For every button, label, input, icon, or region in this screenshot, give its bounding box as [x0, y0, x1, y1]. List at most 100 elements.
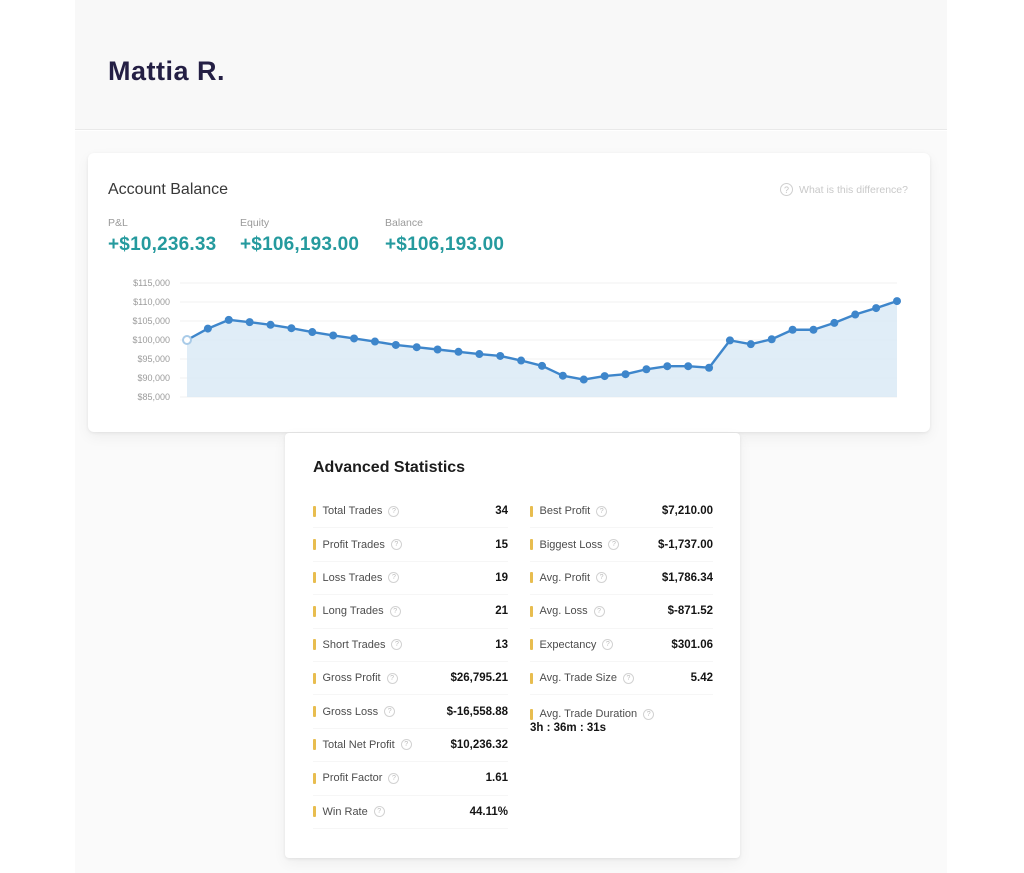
- stat-value: $1,786.34: [661, 571, 713, 584]
- chart-point[interactable]: [475, 350, 484, 359]
- stat-label: Short Trades: [322, 638, 386, 651]
- stat-label: Profit Factor: [322, 772, 383, 785]
- chart-point[interactable]: [621, 370, 630, 379]
- stat-value: 13: [495, 638, 508, 651]
- chart-point[interactable]: [266, 320, 275, 329]
- question-circle-icon[interactable]: ?: [596, 572, 608, 584]
- metric-equity-value: +$106,193.00: [240, 234, 360, 255]
- stat-label: Long Trades: [322, 605, 384, 618]
- stat-label: Avg. Trade Duration: [539, 708, 638, 721]
- chart-point[interactable]: [830, 318, 839, 327]
- stat-tick-bar: [313, 772, 316, 784]
- stat-value: 5.42: [690, 672, 713, 685]
- chart-point[interactable]: [809, 325, 818, 334]
- chart-point[interactable]: [433, 345, 442, 354]
- chart-point[interactable]: [224, 315, 233, 324]
- question-circle-icon[interactable]: ?: [780, 183, 794, 196]
- chart-point[interactable]: [517, 356, 526, 365]
- question-circle-icon[interactable]: ?: [622, 672, 634, 684]
- balance-area-chart[interactable]: $115,000 $110,000 $105,000 $100,000 $95,000 $…: [102, 275, 914, 415]
- chart-y-tick-label: $85,000: [137, 392, 170, 402]
- stat-label: Profit Trades: [322, 538, 385, 551]
- stat-label: Gross Loss: [322, 705, 379, 718]
- chart-y-tick-label: $110,000: [133, 297, 170, 307]
- chart-point[interactable]: [496, 351, 505, 360]
- chart-point[interactable]: [308, 328, 317, 337]
- question-circle-icon[interactable]: ?: [386, 672, 398, 684]
- chart-point[interactable]: [767, 335, 776, 344]
- chart-point[interactable]: [746, 340, 755, 349]
- chart-point[interactable]: [725, 336, 734, 345]
- chart-point[interactable]: [287, 324, 296, 333]
- chart-point[interactable]: [370, 337, 379, 346]
- chart-start-point[interactable]: [182, 335, 192, 345]
- stat-value: $10,236.32: [450, 738, 508, 751]
- question-circle-icon[interactable]: ?: [388, 772, 400, 784]
- stat-tick-bar: [530, 605, 533, 617]
- chart-point[interactable]: [642, 365, 651, 374]
- stat-tick-bar: [530, 539, 533, 551]
- metric-pnl-label: P&L: [108, 217, 128, 229]
- chart-point[interactable]: [391, 340, 400, 349]
- stat-tick-bar: [313, 539, 316, 551]
- chart-point[interactable]: [872, 304, 881, 313]
- stat-row: Total Trades? 34: [313, 495, 508, 529]
- stat-label: Total Trades: [322, 505, 383, 518]
- chart-point[interactable]: [851, 310, 860, 319]
- balance-help-link[interactable]: ? What is this difference?: [780, 183, 908, 196]
- chart-point[interactable]: [684, 362, 693, 371]
- statistics-grid: Total Trades? 34 Profit Trades? 15 Loss Trad…: [313, 495, 713, 829]
- chart-point[interactable]: [454, 347, 463, 356]
- metric-pnl: P&L +$10,236.33: [108, 217, 240, 256]
- balance-metrics: P&L +$10,236.33 Equity +$106,193.00 Bala…: [108, 217, 504, 256]
- chart-point[interactable]: [600, 372, 609, 381]
- chart-point[interactable]: [558, 371, 567, 380]
- stat-value: 3h : 36m : 31s: [530, 722, 607, 735]
- user-name-title: Mattia R.: [108, 56, 226, 86]
- chart-point[interactable]: [788, 325, 797, 334]
- question-circle-icon[interactable]: ?: [384, 706, 396, 718]
- chart-point[interactable]: [705, 363, 714, 372]
- question-circle-icon[interactable]: ?: [643, 708, 655, 720]
- question-circle-icon[interactable]: ?: [390, 539, 402, 551]
- chart-point[interactable]: [203, 324, 212, 333]
- balance-help-label[interactable]: What is this difference?: [799, 183, 908, 196]
- question-circle-icon[interactable]: ?: [400, 739, 412, 751]
- page-header: Mattia R.: [75, 0, 947, 130]
- chart-point[interactable]: [412, 343, 421, 352]
- stat-row: Avg. Trade Size? 5.42: [530, 662, 713, 696]
- question-circle-icon[interactable]: ?: [602, 639, 614, 651]
- question-circle-icon[interactable]: ?: [373, 806, 385, 818]
- chart-point[interactable]: [329, 331, 338, 340]
- chart-point[interactable]: [538, 361, 546, 370]
- stat-label: Avg. Loss: [539, 605, 588, 618]
- account-balance-title: Account Balance: [108, 181, 229, 198]
- chart-point[interactable]: [350, 334, 359, 343]
- chart-y-tick-label: $90,000: [137, 373, 170, 383]
- statistics-left-column: Total Trades? 34 Profit Trades? 15 Loss Trad…: [313, 495, 508, 829]
- chart-point[interactable]: [245, 318, 254, 327]
- chart-point[interactable]: [579, 375, 588, 384]
- chart-y-tick-label: $115,000: [133, 278, 170, 288]
- question-circle-icon[interactable]: ?: [388, 505, 400, 517]
- chart-y-tick-label: $95,000: [137, 354, 170, 364]
- stat-tick-bar: [313, 706, 316, 718]
- stat-row: Win Rate? 44.11%: [313, 796, 508, 829]
- stat-value: $-871.52: [667, 605, 713, 618]
- stat-row: Expectancy? $301.06: [530, 629, 713, 662]
- stat-value: $-1,737.00: [658, 538, 713, 551]
- question-circle-icon[interactable]: ?: [608, 539, 620, 551]
- stat-tick-bar: [313, 639, 316, 651]
- metric-equity-label: Equity: [240, 217, 270, 229]
- question-circle-icon[interactable]: ?: [596, 505, 608, 517]
- chart-y-tick-label: $105,000: [132, 316, 170, 326]
- stat-row: Avg. Profit? $1,786.34: [530, 562, 713, 596]
- question-circle-icon[interactable]: ?: [389, 605, 401, 617]
- question-circle-icon[interactable]: ?: [388, 572, 400, 584]
- question-circle-icon[interactable]: ?: [593, 605, 605, 617]
- question-circle-icon[interactable]: ?: [391, 639, 403, 651]
- chart-point[interactable]: [893, 297, 901, 306]
- advanced-statistics-card: Advanced Statistics Total Trades? 34 Profi…: [285, 433, 740, 858]
- stat-value: 19: [495, 571, 508, 584]
- chart-point[interactable]: [663, 362, 672, 371]
